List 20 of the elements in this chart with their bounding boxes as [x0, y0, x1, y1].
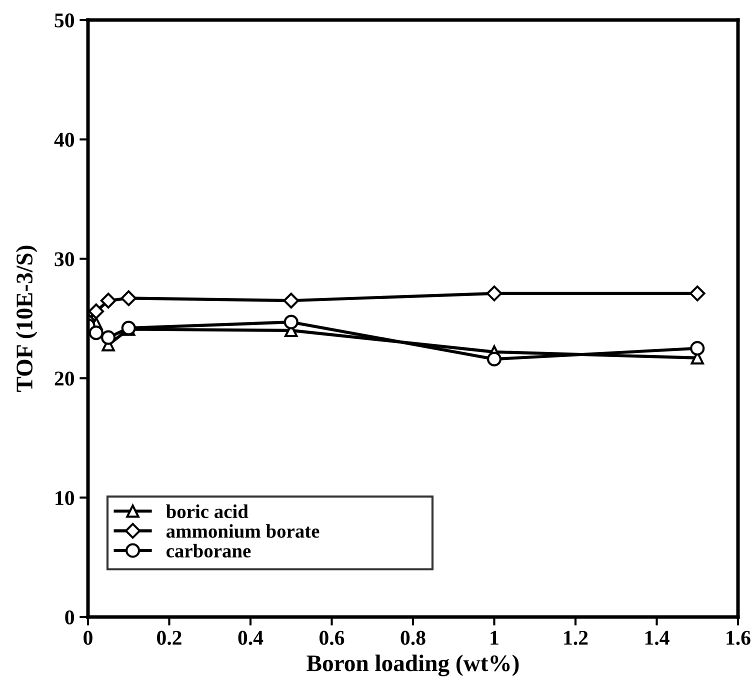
x-tick-label: 0.4	[238, 630, 264, 645]
y-tick-label: 10	[56, 490, 74, 506]
y-tick-label: 0	[65, 610, 74, 624]
x-tick-label: 0.8	[400, 630, 426, 645]
y-tick-label: 50	[54, 13, 74, 28]
legend-label: boric acid	[166, 504, 248, 518]
y-axis-title: TOF (10E-3/S)	[16, 246, 38, 392]
x-tick-label: 0	[84, 630, 92, 645]
y-tick-label: 30	[54, 252, 74, 266]
x-tick-label: 1.6	[726, 630, 750, 645]
y-tick-label: 40	[54, 132, 74, 147]
x-tick-label: 1.4	[645, 630, 670, 645]
legend-label: ammonium borate	[166, 524, 320, 538]
x-tick-label: 1.2	[564, 630, 588, 645]
y-tick-label: 20	[54, 372, 74, 386]
x-tick-label: 0.6	[320, 630, 344, 645]
x-tick-label: 1	[490, 630, 498, 645]
x-tick-label: 0.2	[157, 630, 182, 645]
x-axis-title: Boron loading (wt%)	[306, 654, 519, 676]
legend-label: carborane	[166, 544, 251, 558]
